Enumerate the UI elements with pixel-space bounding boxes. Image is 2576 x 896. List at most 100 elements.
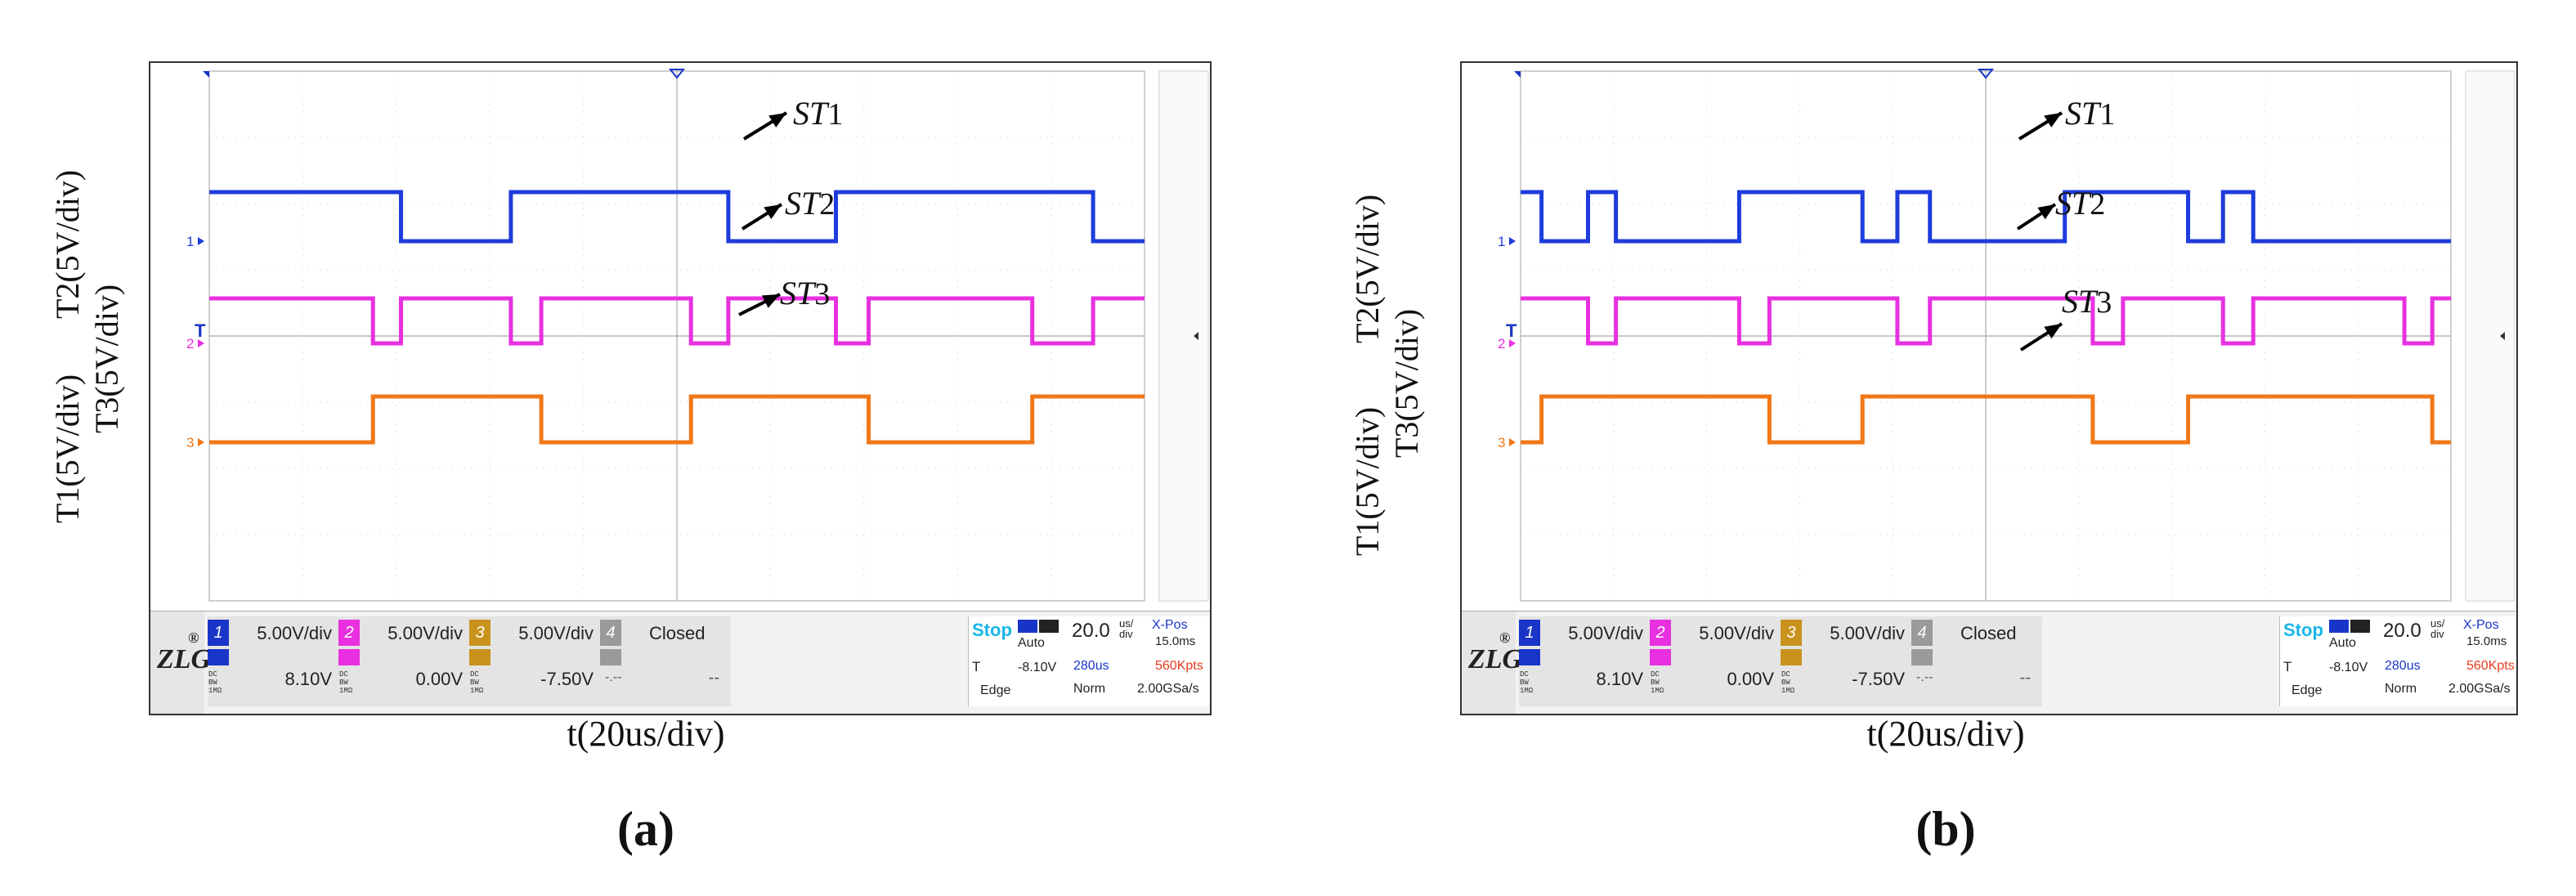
plot-frame [208,70,1145,602]
coupling-icon [1911,649,1933,665]
channel-1-settings[interactable]: 1 5.00V/div 8.10V DC BW 1MΩ [208,616,338,706]
trigger-level: -8.10V [1018,661,1057,674]
channel-number-badge: 4 [1911,620,1933,646]
channel-offset: 0.00V [415,669,464,689]
collapse-arrow-icon[interactable] [1194,332,1198,340]
channel-marker-label: 1 [1498,234,1505,249]
coupling-info: -.-- [605,670,622,684]
trigger-level: -8.10V [2329,661,2368,674]
channel-1-settings[interactable]: 1 5.00V/div 8.10V DC BW 1MΩ [1519,616,1650,706]
channel-2-settings[interactable]: 2 5.00V/div 0.00V DC BW 1MΩ [338,616,469,706]
trigger-mode: Auto [1018,636,1045,650]
xpos-value: 15.0ms [2466,634,2507,648]
channel-offset: 0.00V [1727,669,1775,689]
trigger-source-icon [2329,620,2349,633]
channel-number-badge: 3 [1781,620,1802,646]
channel-marker-label: 2 [1498,336,1505,352]
sample-rate: 2.00GSa/s [2448,682,2511,696]
channel-3-settings[interactable]: 3 5.00V/div -7.50V DC BW 1MΩ [469,616,600,706]
y-axis-label: T1(5V/div) T2(5V/div) T3(5V/div) [1308,65,1439,589]
memory-depth: 560Kpts [2466,659,2515,673]
scope-status-bar: ZLG ® 1 5.00V/div 8.10V DC BW 1MΩ 2 5.00V/div 0.00… [1462,611,2516,714]
channel-number-badge: 1 [1519,620,1540,646]
side-strip [2465,70,2516,602]
timebase-value: 20.0 [2383,620,2421,642]
channel-number-badge: 1 [208,620,229,646]
channel-2-settings[interactable]: 2 5.00V/div 0.00V DC BW 1MΩ [1650,616,1781,706]
collapse-arrow-icon[interactable] [2500,332,2505,340]
coupling-info: DC BW 1MΩ [339,670,353,695]
x-axis-label: t(20us/div) [1866,714,2025,754]
trigger-label: T [2283,659,2292,674]
channel-marker-3: 3 [186,435,204,450]
channel-arrow-icon [198,237,204,245]
volts-per-div: 5.00V/div [1699,623,1774,643]
y-axis-label: T1(5V/div) T2(5V/div) T3(5V/div) [8,65,139,589]
channel-marker-label: 2 [186,336,194,352]
side-strip [1158,70,1209,602]
coupling-icon [208,649,229,665]
trigger-timebase-panel[interactable]: Stop Auto 20.0 X-Pos 15.0ms T -8.10V Edge 280us N… [968,616,1209,706]
trigger-type: Edge [980,683,1011,697]
trigger-source-icon [1018,620,1037,633]
channel-offset: -- [2019,669,2031,687]
trigger-timebase-panel[interactable]: Stop Auto 20.0 X-Pos 15.0ms T -8.10V Edge 280us N… [2279,616,2516,706]
channel-marker-1: 1 [186,234,204,249]
brand-logo-text: ZLG [157,644,212,674]
xpos-label: X-Pos [1152,618,1188,632]
registered-mark: ® [188,629,199,646]
waveform-st3 [1521,394,2451,445]
coupling-icon [1519,649,1540,665]
xpos-value: 15.0ms [1155,634,1196,648]
channel-arrow-icon [1509,339,1516,347]
acquisition-mode: Norm [2385,682,2417,696]
timebase-value: 20.0 [1072,620,1110,642]
channel-offset: -7.50V [540,669,594,689]
timebase-unit: us/div [1119,617,1134,640]
channel-marker-1: 1 [1498,234,1516,249]
registered-mark: ® [1499,629,1511,646]
channel-arrow-icon [1509,237,1516,245]
waveform-svg: 1 2 3 T [1498,69,2516,602]
channel-marker-3: 3 [1498,435,1516,450]
coupling-info: DC BW 1MΩ [1520,670,1534,695]
horizontal-position: 280us [1073,659,1109,673]
horizontal-position: 280us [2385,659,2421,673]
volts-per-div: 5.00V/div [1830,623,1905,643]
channel-number-badge: 2 [1650,620,1671,646]
trigger-mode: Auto [2329,636,2356,650]
channel-marker-label: 3 [186,435,194,450]
panel-a: T1(5V/div) T2(5V/div) T3(5V/div) 1 2 3 T ZL… [8,0,1284,896]
waveform-st1 [1521,190,2451,244]
trigger-position-marker-icon [1977,69,1995,79]
y-label-t3: T3(5V/div) [1388,309,1425,458]
coupling-info: DC BW 1MΩ [470,670,484,695]
trigger-level-marker: T [195,320,206,341]
channel-3-settings[interactable]: 3 5.00V/div -7.50V DC BW 1MΩ [1781,616,1911,706]
waveform-st2 [1521,296,2451,346]
channel-number-badge: 2 [338,620,360,646]
channel-number-badge: 3 [469,620,491,646]
channel-4-settings[interactable]: 4 Closed -- -.-- [600,616,731,706]
channel-arrow-icon [198,438,204,446]
plot-area: 1 2 3 T [150,63,1210,611]
trigger-label: T [972,659,981,674]
display-icon [2350,620,2370,633]
x-axis-label: t(20us/div) [567,714,725,754]
brand-logo: ZLG ® [1462,612,1522,714]
y-label-t3: T3(5V/div) [88,284,125,433]
channel-4-settings[interactable]: 4 Closed -- -.-- [1911,616,2042,706]
coupling-icon [600,649,621,665]
y-label-t2: T2(5V/div) [49,170,86,319]
channel-state: Closed [649,623,706,643]
volts-per-div: 5.00V/div [1568,623,1643,643]
xpos-label: X-Pos [2463,618,2499,632]
waveform-st2 [209,296,1145,346]
channel-offset: -- [708,669,719,687]
plot-frame [1520,70,2452,602]
channel-marker-label: 1 [186,234,194,249]
channel-marker-2: 2 [1498,336,1516,352]
y-label-t1: T1(5V/div) [49,374,86,523]
